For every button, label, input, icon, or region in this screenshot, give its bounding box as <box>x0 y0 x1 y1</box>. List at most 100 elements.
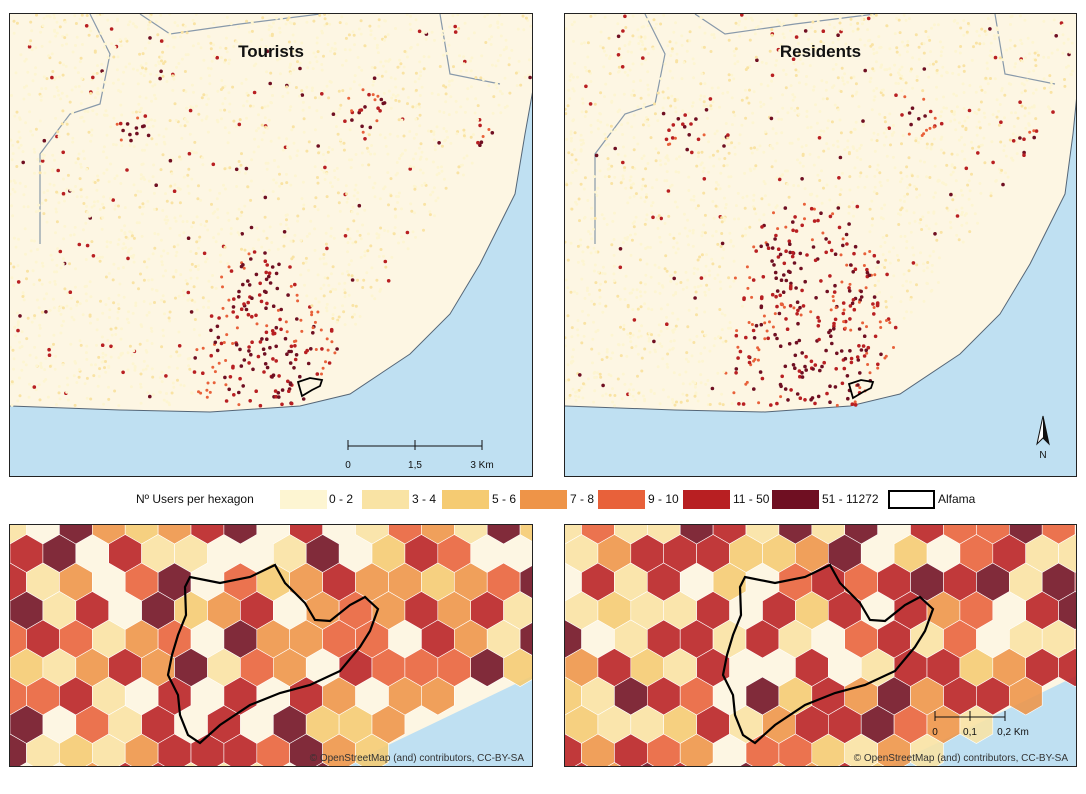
hexagon-point <box>138 95 142 99</box>
hexagon-point <box>289 156 293 160</box>
hexagon-point <box>593 102 597 106</box>
hexagon-point <box>265 236 269 240</box>
hexagon-point <box>656 365 660 369</box>
hexagon-point <box>694 391 698 395</box>
hexagon-point <box>632 388 635 392</box>
hexagon-point <box>625 354 629 358</box>
hexagon-point <box>839 253 843 257</box>
hexagon-point <box>368 175 372 179</box>
hexagon-point <box>162 249 166 253</box>
hexagon-point <box>759 305 764 310</box>
hexagon-point <box>900 113 904 117</box>
hexagon-point <box>98 367 102 371</box>
hexagon-point <box>265 365 270 370</box>
hexagon-point <box>17 146 21 150</box>
hexagon-point <box>95 91 99 95</box>
hexagon-point <box>832 290 837 294</box>
hexagon-point <box>10 403 14 407</box>
hexagon-cell <box>1009 676 1043 716</box>
hexagon-point <box>147 119 150 123</box>
hexagon-point <box>424 37 428 41</box>
hexagon-point <box>613 394 617 397</box>
hexagon-point <box>107 180 111 184</box>
hexagon-point <box>294 339 298 343</box>
hexagon-point <box>639 79 642 83</box>
hexagon-point <box>57 93 61 97</box>
hexagon-point <box>177 344 182 348</box>
hexagon-point <box>254 272 259 277</box>
hexagon-point <box>939 114 943 118</box>
hexagon-point <box>37 203 41 207</box>
hexagon-point <box>819 279 823 283</box>
hexagon-point <box>79 165 83 169</box>
hexagon-point <box>205 395 209 399</box>
hexagon-point <box>812 85 816 89</box>
hexagon-point <box>566 258 570 262</box>
hexagon-point <box>623 166 627 170</box>
hexagon-point <box>925 175 929 179</box>
hexagon-point <box>818 110 822 113</box>
hexagon-point <box>868 371 872 375</box>
hexagon-point <box>570 326 574 330</box>
hexagon-point <box>142 300 146 303</box>
hexagon-point <box>711 262 715 266</box>
hexagon-point <box>226 262 230 265</box>
hexagon-point <box>902 316 906 320</box>
hexagon-point <box>22 205 26 209</box>
hexagon-point <box>37 209 41 213</box>
hexagon-point <box>600 358 604 362</box>
hexagon-point <box>179 273 183 277</box>
hexagon-point <box>995 98 999 102</box>
hexagon-point <box>857 327 862 331</box>
hexagon-point <box>389 106 393 110</box>
hexagon-point <box>168 119 172 123</box>
hexagon-point <box>196 42 200 46</box>
hexagon-point <box>571 119 575 123</box>
hexagon-point <box>235 217 239 221</box>
hexagon-point <box>29 39 33 43</box>
hexagon-point <box>657 266 661 270</box>
hexagon-point <box>185 220 189 223</box>
hexagon-point <box>952 92 956 96</box>
hexagon-point <box>915 283 918 287</box>
hexagon-point <box>602 217 606 221</box>
hexagon-point <box>979 191 983 195</box>
hexagon-point <box>329 272 333 276</box>
hexagon-point <box>647 93 651 97</box>
hexagon-point <box>427 55 431 59</box>
hexagon-point <box>843 356 848 361</box>
hexagon-point <box>427 129 430 133</box>
hexagon-point <box>402 240 405 244</box>
hexagon-point <box>906 43 910 47</box>
hexagon-point <box>387 203 390 207</box>
hexagon-point <box>14 245 18 249</box>
hexagon-point <box>584 84 588 89</box>
hexagon-point <box>189 250 193 253</box>
hexagon-point <box>752 193 756 197</box>
hexagon-point <box>80 14 84 17</box>
hexagon-point <box>443 138 447 142</box>
hexagon-point <box>979 100 983 104</box>
hexagon-point <box>736 191 740 195</box>
hexagon-point <box>84 221 88 225</box>
hexagon-point <box>658 159 662 163</box>
hexagon-point <box>159 168 163 172</box>
hexagon-point <box>69 233 73 237</box>
hexagon-point <box>708 97 713 101</box>
hexagon-point <box>632 113 636 117</box>
hexagon-point <box>120 144 124 148</box>
hexagon-point <box>601 383 605 388</box>
hexagon-point <box>810 42 814 46</box>
hexagon-point <box>656 91 660 95</box>
hexagon-point <box>307 140 311 144</box>
hexagon-point <box>75 35 79 39</box>
hexagon-point <box>751 278 756 282</box>
hexagon-point <box>692 272 696 275</box>
hexagon-point <box>317 300 321 304</box>
hexagon-point <box>145 339 149 343</box>
hexagon-point <box>659 240 663 244</box>
hexagon-point <box>237 170 241 174</box>
hexagon-point <box>852 251 856 256</box>
hexagon-point <box>732 279 736 283</box>
hexagon-point <box>951 170 955 174</box>
